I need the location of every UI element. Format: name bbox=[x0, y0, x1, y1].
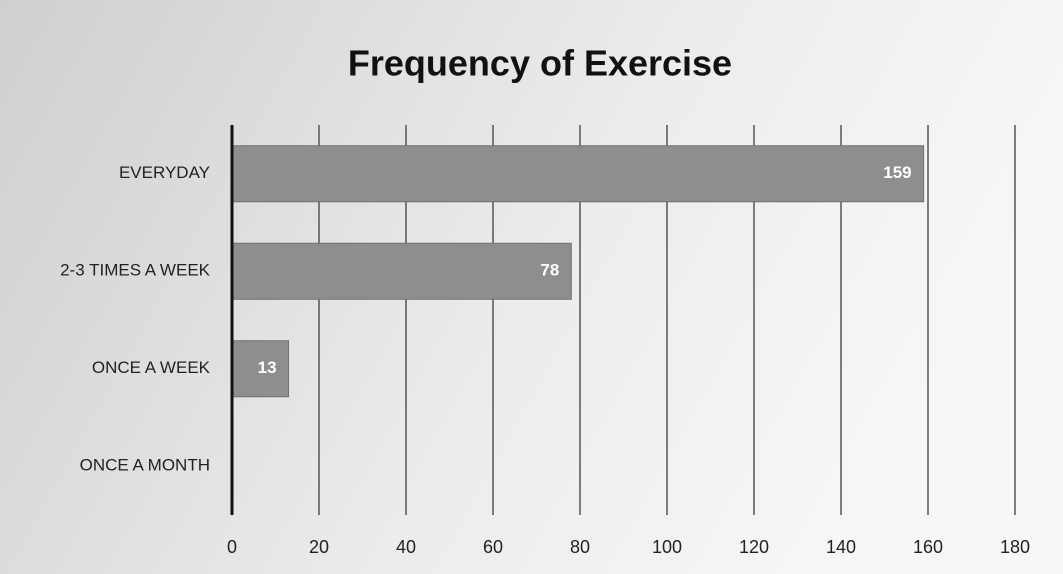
x-tick-label: 40 bbox=[396, 537, 416, 557]
data-label: 13 bbox=[258, 358, 277, 377]
x-tick-label: 60 bbox=[483, 537, 503, 557]
x-tick-label: 160 bbox=[913, 537, 943, 557]
y-tick-label: ONCE A WEEK bbox=[92, 358, 211, 377]
x-tick-label: 0 bbox=[227, 537, 237, 557]
data-label: 159 bbox=[883, 163, 911, 182]
bar bbox=[231, 340, 290, 398]
bar bbox=[231, 145, 925, 203]
x-tick-label: 80 bbox=[570, 537, 590, 557]
y-tick-label: EVERYDAY bbox=[119, 163, 210, 182]
x-tick-label: 180 bbox=[1000, 537, 1030, 557]
chart-title: Frequency of Exercise bbox=[348, 43, 732, 84]
data-label: 78 bbox=[540, 261, 559, 280]
y-tick-label: ONCE A MONTH bbox=[80, 456, 210, 475]
x-tick-label: 140 bbox=[826, 537, 856, 557]
bar bbox=[231, 242, 572, 300]
x-tick-label: 100 bbox=[652, 537, 682, 557]
x-tick-label: 20 bbox=[309, 537, 329, 557]
y-tick-label: 2-3 TIMES A WEEK bbox=[60, 261, 211, 280]
x-tick-label: 120 bbox=[739, 537, 769, 557]
